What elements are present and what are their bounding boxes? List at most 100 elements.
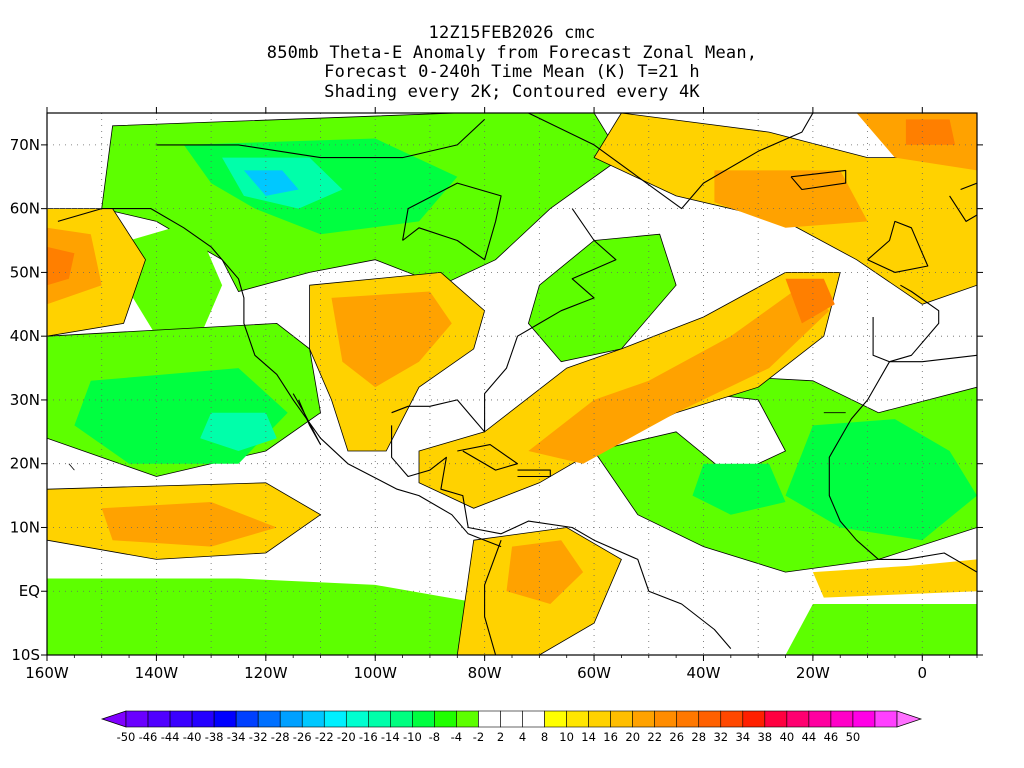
cold-core-center [243,170,299,196]
lon-tick-label: 80W [468,664,502,682]
colorbar-label: 20 [625,730,640,744]
coast-iceland [790,169,847,191]
colorbar-label: 46 [824,730,839,744]
lon-tick-label: 120W [244,664,288,682]
colorbar-swatch [390,710,413,728]
colorbar-swatch [808,710,832,728]
colorbar-label: -40 [183,730,202,744]
anomaly-shading [47,113,977,655]
coast-british-isles [867,220,929,273]
title-line-1: 12Z15FEB2026 cmc [428,23,596,43]
colorbar-label: 28 [691,730,706,744]
colorbar-swatch [345,710,369,728]
colorbar-label: 10 [559,730,574,744]
colorbar-label: -20 [337,730,356,744]
lat-tick-label: 70N [10,136,40,154]
coast-hawaii [68,463,75,471]
colorbar-label: -14 [381,730,400,744]
colorbar-label: 14 [581,730,596,744]
colorbar-swatch [522,710,545,728]
colorbar-label: 44 [802,730,817,744]
colorbar-label: 26 [669,730,684,744]
colorbar-swatch [478,710,501,728]
colorbar-label: 16 [603,730,618,744]
colorbar-swatch [279,710,303,728]
colorbar-label: -38 [205,730,224,744]
coast-south-america-west [484,540,502,655]
warm-inner-alaska [47,246,75,286]
colorbar-swatch [742,710,766,728]
colorbar-label: -2 [473,730,484,744]
colorbar-swatch [786,710,810,728]
colorbar-label: 22 [647,730,662,744]
colorbar-swatch [720,710,744,728]
title-line-4: Shading every 2K; Contoured every 4K [324,81,700,102]
warm-inner-norway [905,119,956,145]
graticule [47,113,977,655]
warm-core-alaska [47,227,102,305]
colorbar-swatch [235,710,259,728]
title-line-3: Forecast 0-240h Time Mean (K) T=21 h [324,62,700,82]
coastlines [57,113,977,655]
colorbar-swatch [456,710,479,728]
lon-tick-label: 100W [354,664,398,682]
colorbar-label: -8 [429,730,440,744]
coast-pacific-north-america [57,208,502,548]
warm-band-gulf-guinea [812,559,977,598]
coast-hudson-bay [402,182,502,261]
colorbar-label: -4 [451,730,462,744]
coast-us-east-gulf [391,208,617,433]
colorbar-label: 2 [497,730,504,744]
colorbar-label: -34 [227,730,246,744]
colorbar-swatch [830,710,854,728]
coast-caribbean-south-america [391,425,732,649]
colorbar-swatch [368,710,391,728]
colorbar: -50 -46 -44 -40 -38 -34 -32 -28 -26 -22 -20 -16 -14-… [100,710,923,744]
colorbar-label: -16 [359,730,378,744]
title-line-2: 850mb Theta-E Anomaly from Forecast Zona… [266,42,758,63]
lat-tick-label: 50N [10,263,40,281]
colorbar-swatch [301,710,325,728]
colorbar-label: 50 [846,730,861,744]
warm-core-iceland [714,170,868,228]
colorbar-label: -50 [117,730,136,744]
warm-core-us-plains [331,291,452,388]
colorbar-label: 38 [757,730,772,744]
cold-inner-ne-pacific [200,412,277,451]
lat-tick-label: 30N [10,391,40,409]
colorbar-swatch [257,710,281,728]
warm-core-plume [528,285,830,464]
colorbar-label: 40 [780,730,795,744]
coast-iberia-france [872,284,940,363]
colorbar-label: -26 [293,730,312,744]
colorbar-label: 8 [541,730,548,744]
colorbar-swatch [323,710,347,728]
colorbar-swatch [500,710,523,728]
colorbar-label: 34 [735,730,750,744]
lat-tick-label: 60N [10,200,40,218]
colorbar-swatch [632,710,655,728]
colorbar-swatch [125,710,149,728]
lat-tick-label: 20N [10,455,40,473]
colorbar-swatch [874,710,898,728]
colorbar-swatch [852,710,876,728]
lon-tick-label: 0 [918,664,928,682]
colorbar-swatch [654,710,678,728]
colorbar-swatch [169,710,193,728]
colorbar-swatch [191,710,215,728]
map-title: 12Z15FEB2026 cmc 850mb Theta-E Anomaly f… [0,23,1024,102]
colorbar-swatch [676,710,700,728]
colorbar-swatch [147,710,171,728]
lon-tick-label: 20W [796,664,830,682]
coast-norway [949,182,977,222]
colorbar-label: -28 [271,730,290,744]
colorbar-swatch [213,710,237,728]
coast-west-africa [828,361,977,573]
lat-tick-label: 10S [11,646,40,664]
colorbar-swatch [412,710,435,728]
cold-region-newfoundland [527,233,677,363]
warm-core-venezuela [506,540,584,604]
coast-baja [292,393,322,446]
